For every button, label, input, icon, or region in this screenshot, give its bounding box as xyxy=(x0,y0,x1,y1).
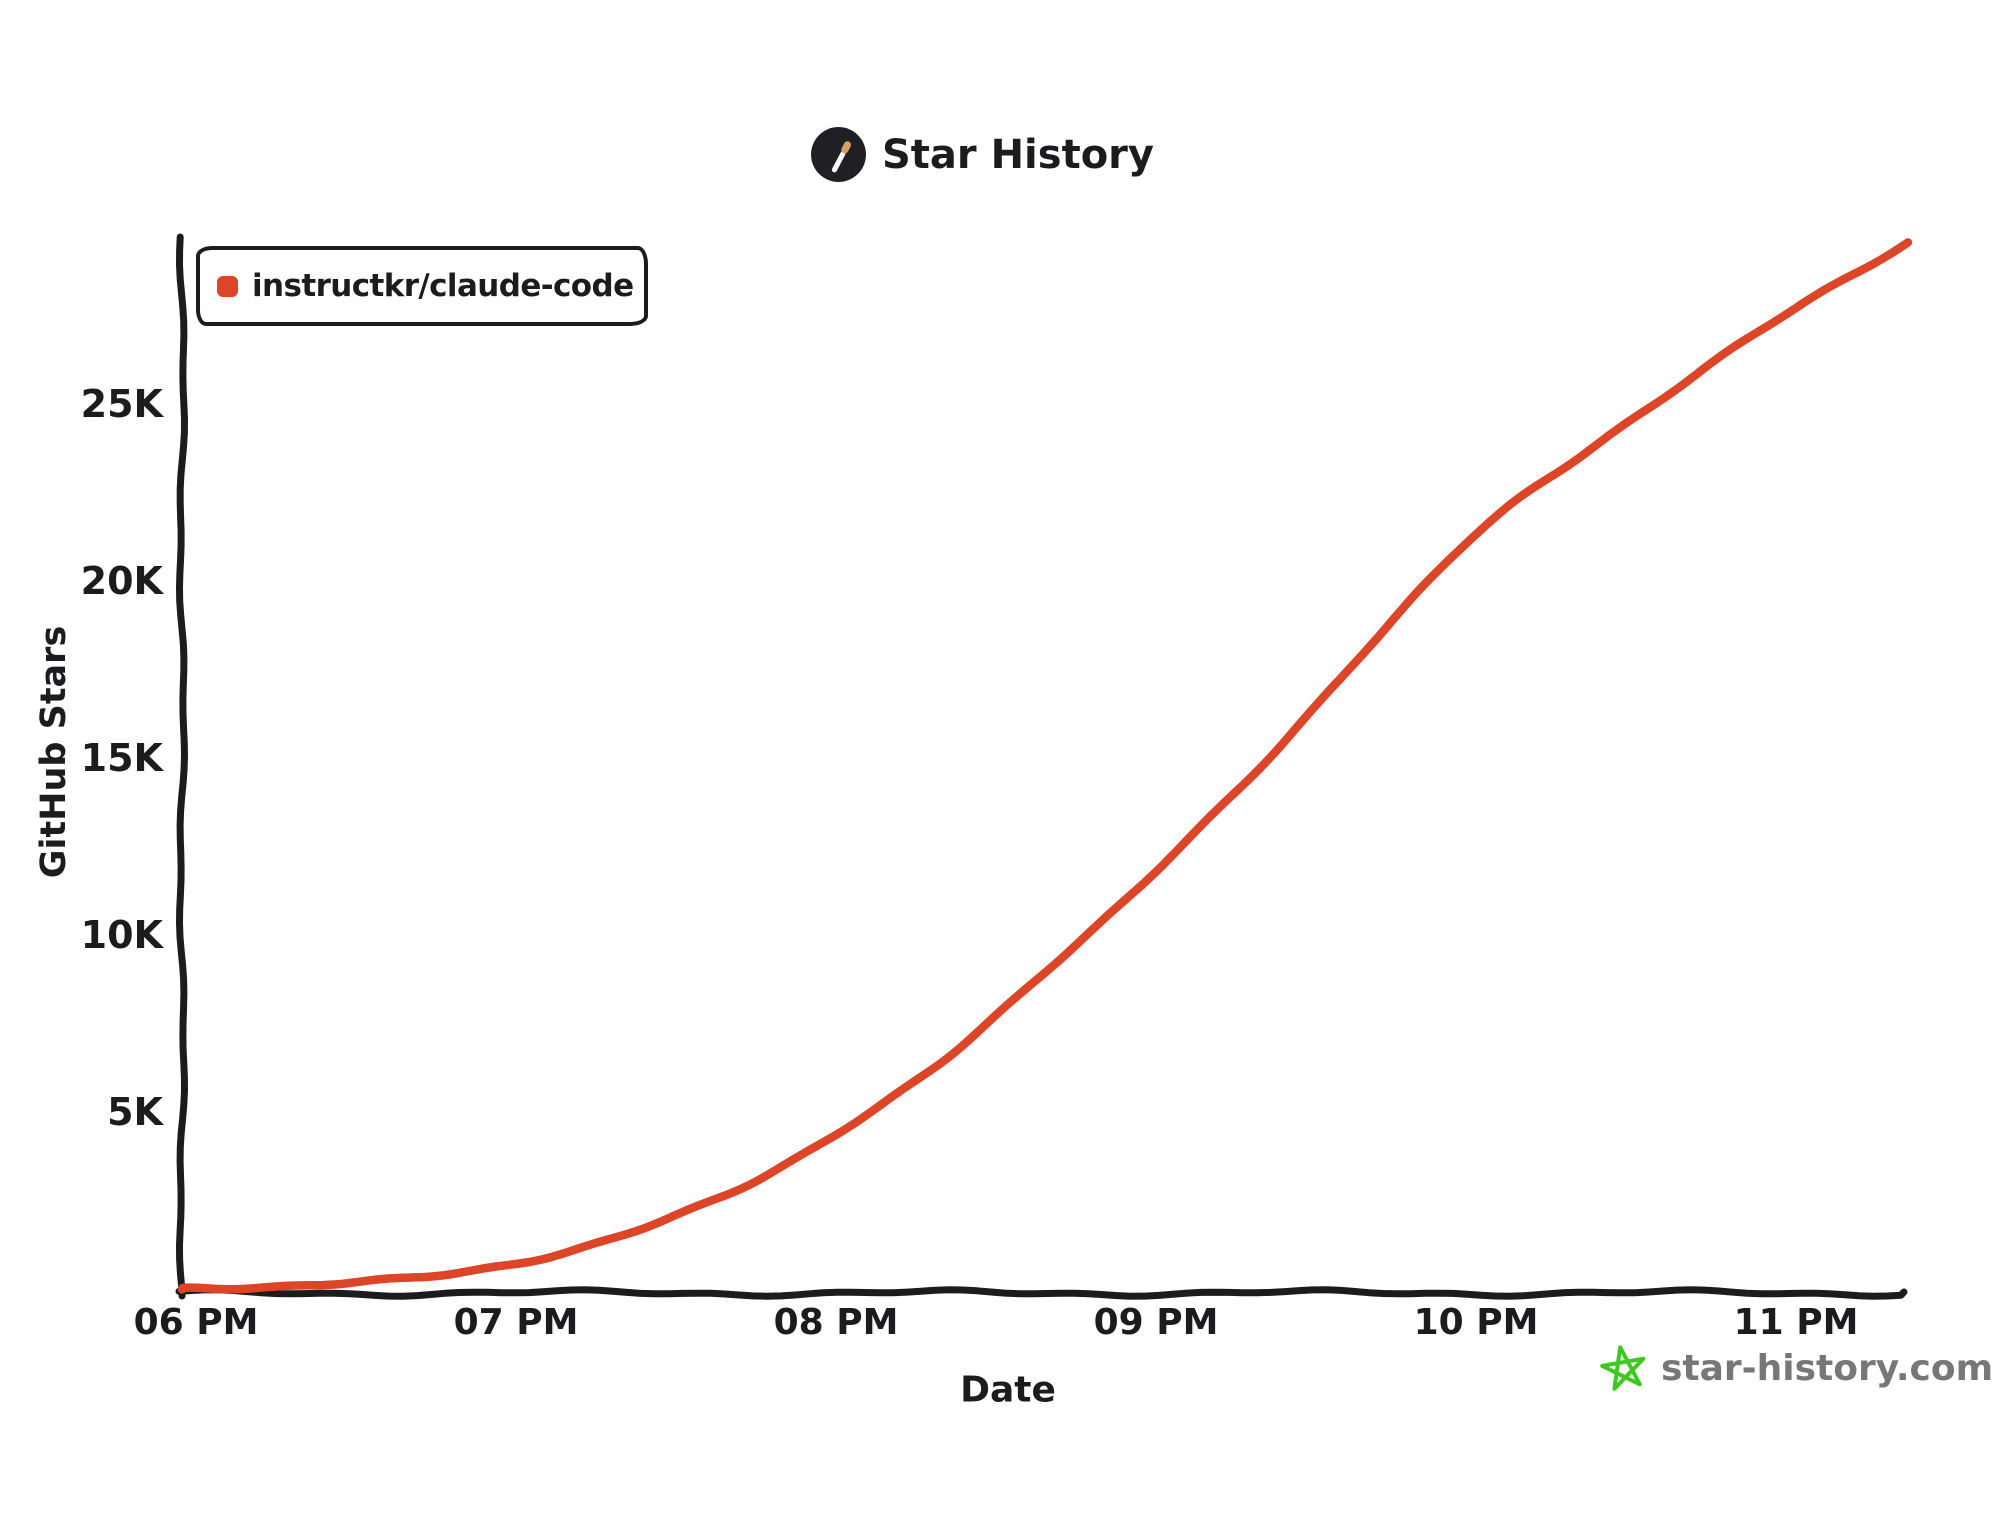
legend-series-label: instructkr/claude-code xyxy=(252,268,634,304)
x-tick-label-10-pm: 10 PM xyxy=(1414,1302,1539,1343)
y-tick-label-20k: 20K xyxy=(81,559,165,603)
x-tick-label-06-pm: 06 PM xyxy=(134,1302,259,1343)
y-axis-line xyxy=(176,233,188,1300)
x-axis-line xyxy=(175,1286,1908,1300)
x-axis-title: Date xyxy=(960,1369,1056,1411)
x-tick-label-08-pm: 08 PM xyxy=(774,1302,899,1343)
y-tick-label-25k: 25K xyxy=(81,382,165,426)
x-tick-label-11-pm: 11 PM xyxy=(1734,1302,1859,1343)
watermark: star-history.com xyxy=(1600,1342,1993,1394)
star-icon xyxy=(1600,1345,1646,1391)
y-tick-label-10k: 10K xyxy=(81,913,165,957)
legend: instructkr/claude-code xyxy=(196,246,648,326)
x-tick-label-09-pm: 09 PM xyxy=(1094,1302,1219,1343)
series-line-0 xyxy=(177,238,1913,1294)
page-title: Star History xyxy=(882,131,1154,178)
watermark-text: star-history.com xyxy=(1661,1347,1994,1389)
x-tick-label-07-pm: 07 PM xyxy=(454,1302,579,1343)
y-tick-label-5k: 5K xyxy=(107,1090,164,1134)
legend-series-marker xyxy=(217,275,238,297)
y-axis-title: GitHub Stars xyxy=(34,625,74,879)
brand-header: Star History xyxy=(810,126,1154,183)
y-tick-label-15k: 15K xyxy=(81,736,165,780)
star-history-logo-icon xyxy=(811,127,866,182)
